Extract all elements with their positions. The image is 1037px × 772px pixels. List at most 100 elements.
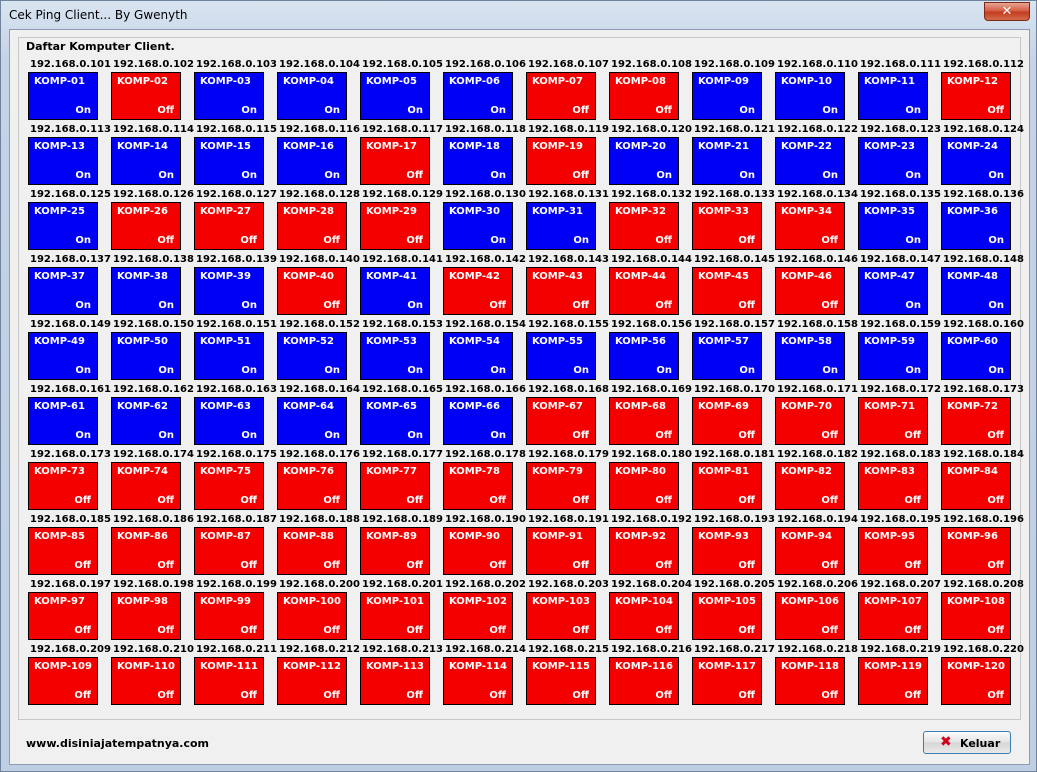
client-status-tile[interactable]: KOMP-61 On (28, 397, 98, 445)
client-status-tile[interactable]: KOMP-99 Off (194, 592, 264, 640)
close-button[interactable]: ✕ (984, 2, 1030, 21)
client-status-tile[interactable]: KOMP-40 Off (277, 267, 347, 315)
client-status-tile[interactable]: KOMP-46 Off (775, 267, 845, 315)
client-status-tile[interactable]: KOMP-107 Off (858, 592, 928, 640)
client-status-tile[interactable]: KOMP-35 On (858, 202, 928, 250)
client-status-tile[interactable]: KOMP-76 Off (277, 462, 347, 510)
client-status-tile[interactable]: KOMP-11 On (858, 72, 928, 120)
client-status-tile[interactable]: KOMP-03 On (194, 72, 264, 120)
client-status-tile[interactable]: KOMP-80 Off (609, 462, 679, 510)
client-status-tile[interactable]: KOMP-52 On (277, 332, 347, 380)
client-status-tile[interactable]: KOMP-92 Off (609, 527, 679, 575)
title-bar[interactable]: Cek Ping Client... By Gwenyth ✕ (1, 1, 1036, 29)
client-status-tile[interactable]: KOMP-10 On (775, 72, 845, 120)
client-status-tile[interactable]: KOMP-106 Off (775, 592, 845, 640)
client-status-tile[interactable]: KOMP-69 Off (692, 397, 762, 445)
client-status-tile[interactable]: KOMP-98 Off (111, 592, 181, 640)
client-status-tile[interactable]: KOMP-20 On (609, 137, 679, 185)
client-status-tile[interactable]: KOMP-18 On (443, 137, 513, 185)
client-status-tile[interactable]: KOMP-43 Off (526, 267, 596, 315)
client-status-tile[interactable]: KOMP-81 Off (692, 462, 762, 510)
client-status-tile[interactable]: KOMP-39 On (194, 267, 264, 315)
client-status-tile[interactable]: KOMP-45 Off (692, 267, 762, 315)
client-status-tile[interactable]: KOMP-48 On (941, 267, 1011, 315)
client-status-tile[interactable]: KOMP-77 Off (360, 462, 430, 510)
client-status-tile[interactable]: KOMP-19 Off (526, 137, 596, 185)
client-status-tile[interactable]: KOMP-100 Off (277, 592, 347, 640)
client-status-tile[interactable]: KOMP-72 Off (941, 397, 1011, 445)
client-status-tile[interactable]: KOMP-94 Off (775, 527, 845, 575)
client-status-tile[interactable]: KOMP-103 Off (526, 592, 596, 640)
client-status-tile[interactable]: KOMP-74 Off (111, 462, 181, 510)
client-status-tile[interactable]: KOMP-32 Off (609, 202, 679, 250)
client-status-tile[interactable]: KOMP-96 Off (941, 527, 1011, 575)
client-status-tile[interactable]: KOMP-95 Off (858, 527, 928, 575)
client-status-tile[interactable]: KOMP-87 Off (194, 527, 264, 575)
client-status-tile[interactable]: KOMP-49 On (28, 332, 98, 380)
client-status-tile[interactable]: KOMP-83 Off (858, 462, 928, 510)
client-status-tile[interactable]: KOMP-44 Off (609, 267, 679, 315)
client-status-tile[interactable]: KOMP-62 On (111, 397, 181, 445)
client-status-tile[interactable]: KOMP-112 Off (277, 657, 347, 705)
client-status-tile[interactable]: KOMP-06 On (443, 72, 513, 120)
client-status-tile[interactable]: KOMP-36 On (941, 202, 1011, 250)
client-status-tile[interactable]: KOMP-33 Off (692, 202, 762, 250)
client-status-tile[interactable]: KOMP-108 Off (941, 592, 1011, 640)
client-status-tile[interactable]: KOMP-21 On (692, 137, 762, 185)
client-status-tile[interactable]: KOMP-58 On (775, 332, 845, 380)
client-status-tile[interactable]: KOMP-50 On (111, 332, 181, 380)
client-status-tile[interactable]: KOMP-64 On (277, 397, 347, 445)
client-status-tile[interactable]: KOMP-17 Off (360, 137, 430, 185)
client-status-tile[interactable]: KOMP-08 Off (609, 72, 679, 120)
client-status-tile[interactable]: KOMP-05 On (360, 72, 430, 120)
client-status-tile[interactable]: KOMP-34 Off (775, 202, 845, 250)
client-status-tile[interactable]: KOMP-59 On (858, 332, 928, 380)
client-status-tile[interactable]: KOMP-54 On (443, 332, 513, 380)
client-status-tile[interactable]: KOMP-04 On (277, 72, 347, 120)
client-status-tile[interactable]: KOMP-66 On (443, 397, 513, 445)
client-status-tile[interactable]: KOMP-102 Off (443, 592, 513, 640)
client-status-tile[interactable]: KOMP-109 Off (28, 657, 98, 705)
client-status-tile[interactable]: KOMP-16 On (277, 137, 347, 185)
client-status-tile[interactable]: KOMP-22 On (775, 137, 845, 185)
client-status-tile[interactable]: KOMP-55 On (526, 332, 596, 380)
client-status-tile[interactable]: KOMP-90 Off (443, 527, 513, 575)
client-status-tile[interactable]: KOMP-31 On (526, 202, 596, 250)
client-status-tile[interactable]: KOMP-07 Off (526, 72, 596, 120)
client-status-tile[interactable]: KOMP-25 On (28, 202, 98, 250)
client-status-tile[interactable]: KOMP-119 Off (858, 657, 928, 705)
client-status-tile[interactable]: KOMP-57 On (692, 332, 762, 380)
client-status-tile[interactable]: KOMP-78 Off (443, 462, 513, 510)
client-status-tile[interactable]: KOMP-60 On (941, 332, 1011, 380)
client-status-tile[interactable]: KOMP-27 Off (194, 202, 264, 250)
client-status-tile[interactable]: KOMP-12 Off (941, 72, 1011, 120)
client-status-tile[interactable]: KOMP-117 Off (692, 657, 762, 705)
client-status-tile[interactable]: KOMP-79 Off (526, 462, 596, 510)
client-status-tile[interactable]: KOMP-29 Off (360, 202, 430, 250)
client-status-tile[interactable]: KOMP-71 Off (858, 397, 928, 445)
client-status-tile[interactable]: KOMP-63 On (194, 397, 264, 445)
client-status-tile[interactable]: KOMP-37 On (28, 267, 98, 315)
client-status-tile[interactable]: KOMP-85 Off (28, 527, 98, 575)
client-status-tile[interactable]: KOMP-26 Off (111, 202, 181, 250)
client-status-tile[interactable]: KOMP-09 On (692, 72, 762, 120)
client-status-tile[interactable]: KOMP-51 On (194, 332, 264, 380)
client-status-tile[interactable]: KOMP-15 On (194, 137, 264, 185)
client-status-tile[interactable]: KOMP-105 Off (692, 592, 762, 640)
client-status-tile[interactable]: KOMP-120 Off (941, 657, 1011, 705)
client-status-tile[interactable]: KOMP-41 On (360, 267, 430, 315)
client-status-tile[interactable]: KOMP-101 Off (360, 592, 430, 640)
client-status-tile[interactable]: KOMP-42 Off (443, 267, 513, 315)
client-status-tile[interactable]: KOMP-56 On (609, 332, 679, 380)
client-status-tile[interactable]: KOMP-86 Off (111, 527, 181, 575)
client-status-tile[interactable]: KOMP-84 Off (941, 462, 1011, 510)
client-status-tile[interactable]: KOMP-68 Off (609, 397, 679, 445)
client-status-tile[interactable]: KOMP-23 On (858, 137, 928, 185)
client-status-tile[interactable]: KOMP-104 Off (609, 592, 679, 640)
client-status-tile[interactable]: KOMP-115 Off (526, 657, 596, 705)
client-status-tile[interactable]: KOMP-73 Off (28, 462, 98, 510)
client-status-tile[interactable]: KOMP-113 Off (360, 657, 430, 705)
client-status-tile[interactable]: KOMP-01 On (28, 72, 98, 120)
client-status-tile[interactable]: KOMP-110 Off (111, 657, 181, 705)
client-status-tile[interactable]: KOMP-70 Off (775, 397, 845, 445)
